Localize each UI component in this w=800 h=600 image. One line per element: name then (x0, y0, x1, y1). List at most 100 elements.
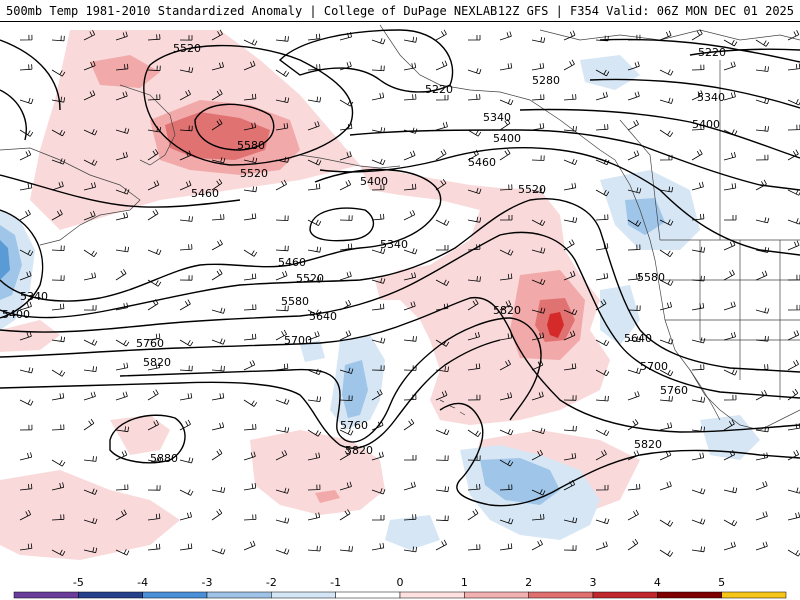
wind-barb (179, 419, 191, 431)
contour-label: 5400 (2, 308, 30, 321)
wind-barb (83, 210, 96, 221)
wind-barb (339, 509, 351, 521)
hawaii-islands (439, 399, 466, 416)
wind-barb (563, 182, 577, 191)
wind-barb (371, 247, 386, 254)
wind-barb (19, 424, 33, 431)
wind-barb (51, 35, 65, 42)
wind-barb (115, 391, 128, 401)
wind-barb (755, 66, 769, 72)
wind-barb (499, 184, 513, 191)
wind-barb (19, 301, 32, 311)
wind-barb (723, 487, 738, 494)
wind-barb (211, 392, 225, 401)
wind-barb (435, 428, 450, 436)
contour-line (278, 29, 454, 93)
wind-barb (83, 305, 97, 311)
wind-barb (307, 246, 322, 253)
wind-barb (787, 240, 800, 251)
wind-barb (723, 369, 738, 376)
contour-label: 5460 (468, 156, 496, 169)
wind-barb (659, 481, 672, 491)
warm-anomaly-area (0, 320, 60, 352)
wind-barb (275, 329, 287, 341)
contour-label: 5520 (240, 167, 268, 180)
wind-barb (691, 149, 703, 161)
wind-barb (339, 395, 353, 401)
wind-barb (211, 178, 223, 191)
colorbar-svg: -5 -4 -3 -2 -1 0 1 2 3 4 5 (13, 576, 787, 599)
wind-barb (435, 219, 450, 226)
wind-barb (659, 338, 674, 345)
wind-barb (83, 517, 98, 524)
wind-barb (499, 273, 513, 281)
wind-barb (115, 339, 130, 347)
wind-barb (83, 456, 97, 462)
wind-barb (755, 389, 767, 401)
wind-barb (755, 217, 770, 224)
wind-barb (499, 62, 513, 71)
wind-barb (755, 541, 768, 551)
wind-barb (403, 127, 418, 134)
wind-barb (275, 487, 290, 494)
wind-barb (243, 540, 256, 551)
wind-barb (691, 364, 705, 371)
wind-barb (499, 98, 514, 106)
wind-barb (51, 96, 66, 103)
wind-barb (83, 547, 98, 554)
wind-barb (179, 125, 193, 132)
wind-barb (243, 482, 257, 491)
colorbar-tick-label: 2 (525, 576, 532, 589)
wind-barb (595, 243, 609, 251)
wind-barb (787, 274, 800, 281)
wind-barb (83, 249, 98, 258)
colorbar-segment (78, 591, 143, 599)
wind-barb (403, 481, 416, 491)
wind-barb (307, 429, 322, 437)
wind-barb (371, 65, 385, 72)
aleutian-islands (299, 154, 401, 169)
wind-barb (691, 396, 706, 403)
wind-barb (307, 276, 322, 283)
contour-label: 5880 (150, 452, 178, 465)
wind-barb (723, 301, 736, 311)
wind-barb (691, 452, 705, 461)
wind-barb (51, 482, 65, 491)
wind-barb (51, 549, 66, 556)
contour-label: 5700 (284, 334, 312, 347)
wind-barb (339, 330, 352, 341)
wind-barb (595, 189, 610, 197)
wind-barb (275, 548, 290, 555)
wind-barb (211, 239, 223, 251)
contour-line (143, 44, 354, 166)
wind-barb (211, 365, 225, 372)
wind-barb (371, 127, 386, 134)
wind-barb (403, 335, 417, 342)
wind-barb (659, 301, 672, 311)
contour-label: 5400 (360, 175, 388, 188)
wind-barb (147, 279, 162, 287)
wind-barb (531, 94, 545, 101)
wind-barb (563, 216, 578, 223)
wind-barb (691, 337, 706, 344)
wind-barb (595, 395, 609, 402)
wind-barb (627, 419, 639, 431)
wind-barb (115, 269, 127, 281)
anomaly-shading (0, 30, 760, 560)
wind-barb (499, 428, 514, 436)
wind-barb (467, 299, 479, 311)
wind-barb (755, 154, 769, 161)
wind-barb (787, 359, 799, 371)
wind-barb (563, 308, 578, 316)
wind-barb (147, 389, 159, 401)
wind-barb (499, 543, 513, 551)
wind-barb (243, 93, 257, 101)
wind-barb (115, 302, 129, 311)
wind-barb (243, 360, 256, 371)
wind-barb (755, 364, 769, 371)
wind-barb (467, 483, 481, 491)
wind-barb (531, 489, 546, 496)
contour-line (109, 414, 186, 464)
wind-barb (691, 275, 705, 282)
wind-barb (467, 187, 482, 194)
